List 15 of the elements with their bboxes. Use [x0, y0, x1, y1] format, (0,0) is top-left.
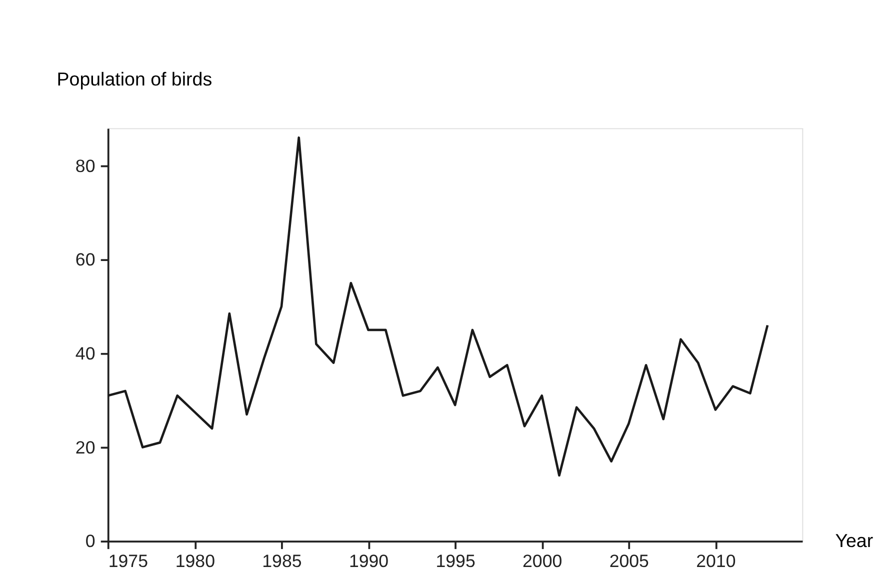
y-axis-title: Population of birds	[56, 68, 212, 90]
y-tick-label: 60	[75, 250, 96, 270]
x-tick-label: 2005	[609, 550, 650, 571]
y-tick-label: 0	[85, 531, 96, 552]
y-tick-label: 80	[75, 156, 96, 176]
x-tick-label: 2000	[522, 550, 562, 571]
x-tick-label: 1995	[436, 550, 476, 571]
x-tick-label: 1985	[262, 550, 302, 571]
x-tick-label: 1975	[108, 550, 148, 571]
x-axis-title: Year	[835, 530, 874, 552]
y-tick-label: 40	[75, 344, 96, 364]
y-tick-label: 20	[75, 437, 96, 458]
x-tick-label: 2010	[696, 550, 736, 571]
x-tick-label: 1980	[175, 550, 216, 571]
x-tick-label: 1990	[348, 550, 389, 571]
